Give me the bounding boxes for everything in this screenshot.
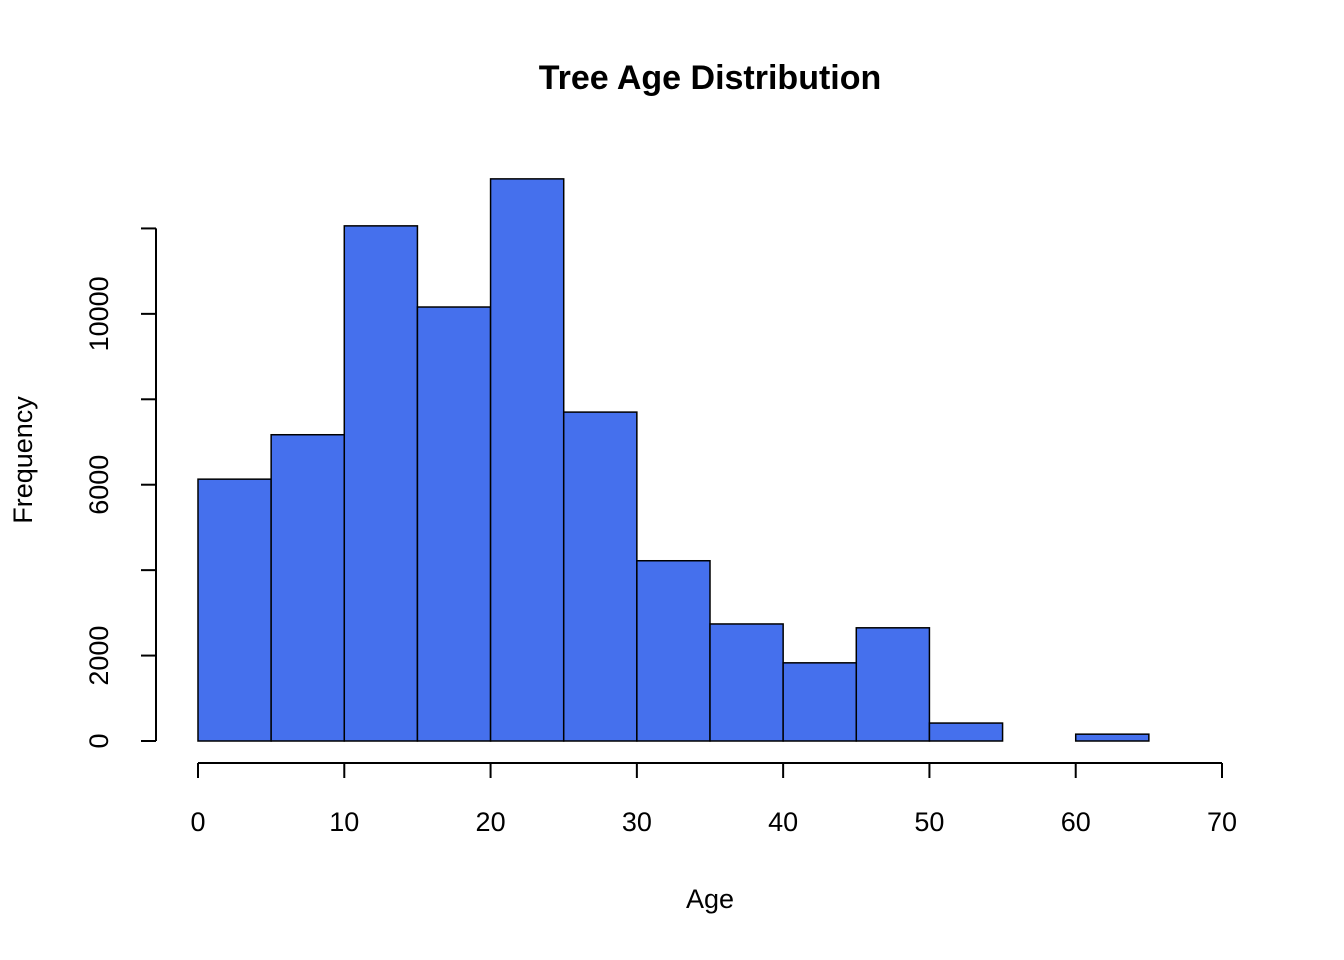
bar xyxy=(270,433,346,742)
x-tick-label: 0 xyxy=(190,807,205,837)
bar xyxy=(562,411,638,742)
x-tick-label: 70 xyxy=(1207,807,1237,837)
x-axis-label: Age xyxy=(686,884,734,914)
bar xyxy=(197,478,272,742)
bar xyxy=(489,178,565,742)
bar xyxy=(636,559,711,742)
y-axis-label: Frequency xyxy=(8,396,38,524)
x-tick-label: 30 xyxy=(622,807,652,837)
bar xyxy=(782,662,858,742)
y-tick-label: 2000 xyxy=(84,626,114,686)
bar xyxy=(855,627,931,742)
y-tick-label: 6000 xyxy=(84,455,114,515)
x-tick-label: 20 xyxy=(476,807,506,837)
bar xyxy=(343,225,419,742)
bar xyxy=(1074,733,1150,742)
bar xyxy=(416,306,492,742)
y-tick-label: 10000 xyxy=(84,276,114,351)
x-tick-label: 50 xyxy=(914,807,944,837)
x-tick-label: 10 xyxy=(329,807,359,837)
x-tick-label: 60 xyxy=(1061,807,1091,837)
y-tick-label: 0 xyxy=(84,733,114,748)
x-tick-label: 40 xyxy=(768,807,798,837)
bar xyxy=(928,722,1004,742)
bar xyxy=(709,623,784,742)
chart-title: Tree Age Distribution xyxy=(539,59,882,97)
